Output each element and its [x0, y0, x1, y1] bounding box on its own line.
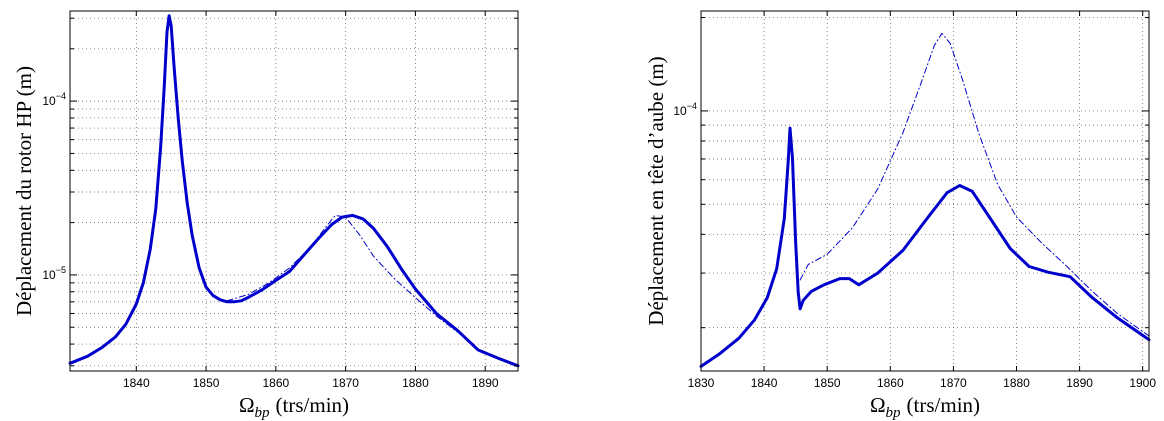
right-chart-x-tick-label: 1880	[1003, 376, 1030, 390]
right-chart-series-solid-line	[699, 126, 1151, 368]
left-chart-y-ticks: 10−5 10−4	[42, 17, 518, 367]
left-chart-series-solid-line	[68, 14, 520, 368]
right-chart: 1830 1840 1850 1860 1870 1880 1890 1900 10−4 Ωb…	[644, 10, 1156, 421]
right-chart-x-tick-label: 1830	[688, 376, 715, 390]
left-chart-x-tick-label: 1850	[193, 376, 220, 390]
right-chart-y-tick-label: 10−4	[673, 101, 697, 118]
right-chart-x-tick-label: 1850	[814, 376, 841, 390]
left-chart: 1840 1850 1860 1870 1880 1890 10−5 10−4 Ωbp (tr…	[12, 10, 520, 421]
right-chart-y-axis-label: Déplacement en tête d’aube (m)	[644, 56, 668, 325]
right-chart-series	[699, 32, 1151, 368]
left-chart-x-axis-label: Ωbp (trs/min)	[239, 393, 349, 421]
left-chart-grid	[70, 11, 518, 371]
right-chart-grid	[701, 11, 1149, 371]
right-chart-x-tick-label: 1890	[1066, 376, 1093, 390]
right-chart-y-ticks: 10−4	[673, 17, 1149, 329]
left-chart-series-dashdot-line	[226, 214, 458, 333]
right-chart-x-tick-label: 1870	[940, 376, 967, 390]
left-chart-x-ticks: 1840 1850 1860 1870 1880 1890	[123, 11, 499, 390]
left-chart-y-axis-label: Déplacement du rotor HP (m)	[12, 66, 36, 316]
right-chart-plot-frame	[700, 10, 1150, 372]
left-chart-x-tick-label: 1860	[263, 376, 290, 390]
left-chart-x-tick-label: 1840	[123, 376, 150, 390]
left-chart-x-tick-label: 1870	[332, 376, 359, 390]
left-chart-plot-frame	[69, 10, 519, 372]
left-chart-y-tick-label: 10−4	[42, 91, 66, 108]
right-chart-x-tick-label: 1840	[751, 376, 778, 390]
right-chart-x-tick-label: 1860	[877, 376, 904, 390]
right-chart-series-dashdot-line	[799, 32, 1150, 337]
left-chart-series	[68, 14, 520, 368]
right-chart-x-tick-label: 1900	[1129, 376, 1156, 390]
left-chart-x-tick-label: 1880	[402, 376, 429, 390]
right-chart-x-axis-label: Ωbp (trs/min)	[870, 393, 980, 421]
left-chart-y-tick-label: 10−5	[42, 265, 66, 282]
left-chart-x-tick-label: 1890	[472, 376, 499, 390]
right-chart-x-ticks: 1830 1840 1850 1860 1870 1880 1890 1900	[688, 11, 1156, 390]
